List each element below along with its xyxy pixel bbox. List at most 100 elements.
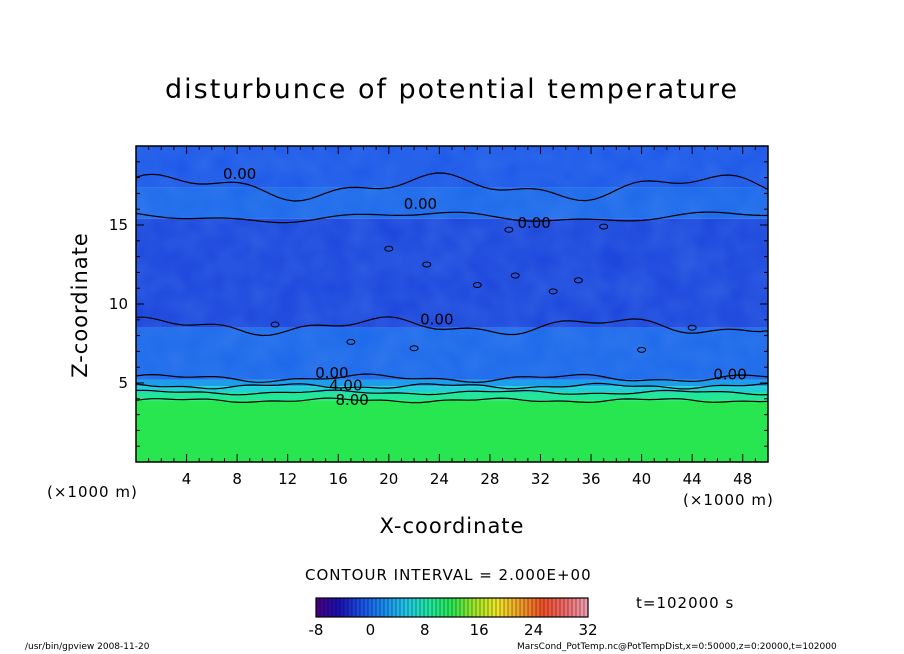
- colorbar-swatch: [452, 598, 457, 617]
- contour-line: [136, 172, 768, 202]
- colorbar-swatch: [364, 598, 369, 617]
- colorbar-frame: [315, 597, 589, 618]
- colorbar-swatch: [536, 598, 541, 617]
- colorbar-swatch: [472, 598, 477, 617]
- colorbar-swatch: [356, 598, 361, 617]
- colorbar-swatch: [448, 598, 453, 617]
- colorbar-swatch: [316, 598, 321, 617]
- colorbar-swatch: [500, 598, 505, 617]
- x-tick-label: 48: [733, 470, 752, 488]
- contour-blob: [270, 321, 280, 328]
- colorbar-swatch: [496, 598, 501, 617]
- contour-label: 0.00: [404, 195, 437, 213]
- contour-blob: [687, 324, 697, 331]
- x-tick-label: 24: [430, 470, 449, 488]
- colorbar-swatch: [372, 598, 377, 617]
- x-tick-label: 12: [278, 470, 297, 488]
- colorbar-swatch: [508, 598, 513, 617]
- colorbar-swatch: [400, 598, 405, 617]
- field-layer: [136, 146, 768, 462]
- colorbar-swatch: [348, 598, 353, 617]
- x-tick-label: 28: [480, 470, 499, 488]
- colorbar-swatch: [456, 598, 461, 617]
- x-unit-label-right: (×1000 m): [683, 491, 774, 509]
- colorbar-tick-label: 24: [524, 621, 543, 639]
- colorbar-swatch: [404, 598, 409, 617]
- colorbar-swatch: [516, 598, 521, 617]
- colorbar-swatch: [360, 598, 365, 617]
- colorbar-swatch: [328, 598, 333, 617]
- contour-blob: [548, 288, 558, 295]
- colorbar-swatch: [388, 598, 393, 617]
- colorbar-swatch: [428, 598, 433, 617]
- colorbar-swatch: [340, 598, 345, 617]
- colorbar-swatch: [444, 598, 449, 617]
- field-band: [136, 379, 768, 387]
- colorbar-swatch: [380, 598, 385, 617]
- colorbar-tick-label: -8: [309, 621, 324, 639]
- colorbar-tick-label: 32: [578, 621, 597, 639]
- y-tick-label: 5: [118, 374, 128, 392]
- x-tick-label: 32: [531, 470, 550, 488]
- colorbar-swatch: [580, 598, 585, 617]
- x-unit-label-left: (×1000 m): [47, 483, 138, 501]
- colorbar-swatch: [556, 598, 561, 617]
- colorbar-swatch: [420, 598, 425, 617]
- contour-blob: [409, 345, 419, 352]
- colorbar-swatch: [376, 598, 381, 617]
- colorbar-swatch: [524, 598, 529, 617]
- contour-label: 8.00: [335, 391, 368, 409]
- y-tick-label: 15: [109, 216, 128, 234]
- colorbar-swatch: [436, 598, 441, 617]
- x-tick-label: 4: [182, 470, 192, 488]
- contour-line: [136, 389, 768, 396]
- colorbar-tick-label: 16: [470, 621, 489, 639]
- field-texture: [136, 146, 768, 380]
- colorbar-swatch: [504, 598, 509, 617]
- colorbar: -8 0 8 16 24 32: [309, 597, 598, 639]
- colorbar-swatch: [464, 598, 469, 617]
- colorbar-swatch: [468, 598, 473, 617]
- colorbar-swatch: [584, 598, 589, 617]
- x-axis-label: X-coordinate: [379, 514, 525, 538]
- y-tick-label: 10: [109, 295, 128, 313]
- colorbar-swatch: [396, 598, 401, 617]
- contour-lines-layer: [136, 172, 768, 404]
- contour-labels-layer: 0.000.000.000.000.00 0.004.008.00: [223, 165, 747, 409]
- contour-blob: [510, 272, 520, 279]
- footer-right: MarsCond_PotTemp.nc@PotTempDist,x=0:5000…: [517, 642, 837, 652]
- colorbar-swatch: [528, 598, 533, 617]
- contour-blob: [599, 223, 609, 230]
- colorbar-tick-label: 8: [420, 621, 430, 639]
- colorbar-swatch: [476, 598, 481, 617]
- colorbar-swatch: [440, 598, 445, 617]
- contour-blob: [346, 338, 356, 345]
- colorbar-swatch: [544, 598, 549, 617]
- colorbar-swatch: [368, 598, 373, 617]
- colorbar-swatch: [408, 598, 413, 617]
- contour-interval-label: CONTOUR INTERVAL = 2.000E+00: [305, 566, 592, 584]
- colorbar-swatch: [412, 598, 417, 617]
- contour-blob: [573, 277, 583, 284]
- contour-blob: [422, 261, 432, 268]
- colorbar-swatch: [344, 598, 349, 617]
- x-tick-label: 8: [232, 470, 242, 488]
- colorbar-swatch: [416, 598, 421, 617]
- colorbar-swatch: [432, 598, 437, 617]
- field-band: [136, 392, 768, 401]
- contour-label: 0.00: [315, 364, 348, 382]
- colorbar-swatch: [392, 598, 397, 617]
- time-label: t=102000 s: [636, 594, 735, 612]
- colorbar-swatch: [424, 598, 429, 617]
- contour-blob: [472, 282, 482, 289]
- field-band: [136, 386, 768, 393]
- colorbar-swatch: [484, 598, 489, 617]
- colorbar-swatch: [512, 598, 517, 617]
- x-tick-label: 44: [683, 470, 702, 488]
- colorbar-swatch: [460, 598, 465, 617]
- contour-label: 4.00: [329, 377, 362, 395]
- contour-label: 0.00: [223, 165, 256, 183]
- x-tick-label: 16: [329, 470, 348, 488]
- colorbar-swatch: [568, 598, 573, 617]
- colorbar-tick-label: 0: [366, 621, 376, 639]
